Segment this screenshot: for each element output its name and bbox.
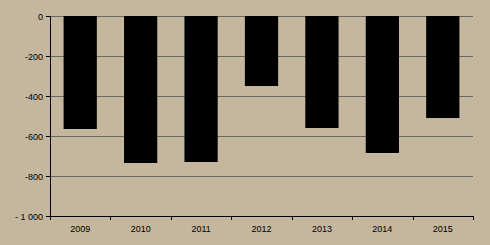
background (0, 0, 490, 245)
y-axis-line (50, 16, 51, 220)
grid-line (50, 176, 473, 177)
x-tick-label: 2014 (372, 224, 392, 234)
y-tick-label: -800 (25, 172, 43, 182)
bar (64, 16, 97, 129)
tick-mark (46, 56, 50, 57)
bar (366, 16, 399, 153)
grid-line (50, 96, 473, 97)
x-tick-label: 2012 (251, 224, 271, 234)
tick-mark (46, 136, 50, 137)
x-axis-line (50, 216, 473, 217)
tick-mark (46, 176, 50, 177)
bar (184, 16, 217, 162)
x-tick-label: 2015 (433, 224, 453, 234)
chart: 0 -200 -400 -600 -800 - 1 000 2009 2010 2011 2012… (0, 0, 490, 245)
grid-line (50, 136, 473, 137)
tick-mark (46, 96, 50, 97)
y-tick-label: 0 (38, 12, 43, 22)
bar (305, 16, 338, 128)
bars (64, 16, 460, 163)
bar (124, 16, 157, 163)
x-tick-label: 2009 (70, 224, 90, 234)
category-tick (473, 216, 474, 220)
tick-mark (46, 216, 50, 217)
x-tick-label: 2010 (131, 224, 151, 234)
tick-mark (46, 16, 50, 17)
y-tick-label: -600 (25, 132, 43, 142)
x-tick-label: 2011 (191, 224, 210, 234)
bar (426, 16, 459, 118)
grid-line (50, 216, 473, 217)
y-tick-label: -400 (25, 92, 43, 102)
y-tick-label: -200 (25, 52, 43, 62)
x-tick-label: 2013 (312, 224, 332, 234)
bar (245, 16, 278, 86)
y-tick-label: - 1 000 (15, 212, 43, 222)
